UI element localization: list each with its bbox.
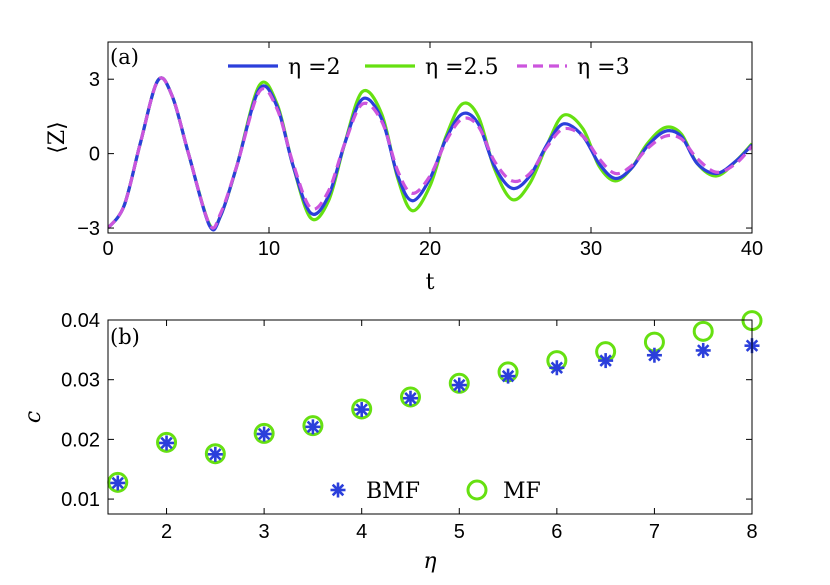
y-tick-label: 0 xyxy=(89,144,100,166)
legend-label-mf: MF xyxy=(503,479,541,504)
legend-label-2: η =2.5 xyxy=(425,55,499,80)
mf-point xyxy=(107,471,129,493)
legend-label-bmf: BMF xyxy=(366,479,420,504)
bmf-point xyxy=(159,435,175,451)
series-line-3 xyxy=(108,76,752,230)
bmf-point xyxy=(646,347,662,363)
bmf-point xyxy=(598,353,614,369)
bmf-point xyxy=(110,475,126,491)
x-tick-label: 40 xyxy=(741,238,763,260)
bmf-point xyxy=(207,446,223,462)
mf-point xyxy=(692,320,714,342)
panel-b-legend: BMF MF xyxy=(330,479,541,504)
x-tick-label: 10 xyxy=(258,238,280,260)
bmf-point xyxy=(305,419,321,435)
panel-a-label: (a) xyxy=(110,45,139,69)
y-tick-label: 0.01 xyxy=(61,489,100,511)
x-tick-label: 30 xyxy=(580,238,602,260)
panel-b-frame xyxy=(107,319,753,515)
bmf-point xyxy=(695,342,711,358)
mf-point xyxy=(253,422,275,444)
panel-a-plot-area xyxy=(108,76,752,232)
y-tick-label: 0.04 xyxy=(61,310,100,332)
y-tick-label: 0.02 xyxy=(61,429,100,451)
x-tick-label: 20 xyxy=(419,238,441,260)
panel-b: 2 3 4 5 6 7 8 0.01 0.02 0.03 0.04 (b) η c BMF MF xyxy=(21,310,763,574)
x-tick-label: 5 xyxy=(454,521,465,543)
x-tick-label: 7 xyxy=(649,521,660,543)
legend-label-1: η =2 xyxy=(288,55,341,80)
x-tick-label: 0 xyxy=(102,238,113,260)
legend-mf-marker xyxy=(466,479,488,501)
series-line-2 xyxy=(108,76,752,231)
legend-label-3: η =3 xyxy=(577,55,630,80)
panel-b-x-axis-label: η xyxy=(423,549,436,574)
y-tick-label: −3 xyxy=(77,218,100,240)
series-line-1 xyxy=(108,76,752,232)
panel-a-legend: η =2 η =2.5 η =3 xyxy=(228,55,630,80)
x-tick-label: 8 xyxy=(746,521,757,543)
mf-point xyxy=(204,443,226,465)
bmf-point xyxy=(402,390,418,406)
panel-a: 0 10 20 30 40−303 (a) t ⟨Z⟩ η =2 η =2.5 η =3 xyxy=(45,41,763,295)
mf-point xyxy=(351,398,373,420)
panel-b-y-axis-label: c xyxy=(21,411,46,423)
y-tick-label: 0.03 xyxy=(61,370,100,392)
bmf-point xyxy=(549,360,565,376)
panel-a-ticks: 0 10 20 30 40−303 xyxy=(77,42,763,260)
mf-point xyxy=(399,386,421,408)
panel-a-x-axis-label: t xyxy=(426,270,435,295)
panel-b-plot-area xyxy=(107,310,763,493)
legend-bmf-marker xyxy=(330,482,346,498)
x-tick-label: 6 xyxy=(551,521,562,543)
mf-point xyxy=(156,431,178,453)
x-tick-label: 2 xyxy=(161,521,172,543)
x-tick-label: 3 xyxy=(259,521,270,543)
bmf-point xyxy=(500,368,516,384)
bmf-point xyxy=(451,377,467,393)
panel-b-ticks: 2 3 4 5 6 7 8 0.01 0.02 0.03 0.04 xyxy=(61,310,758,543)
bmf-point xyxy=(256,426,272,442)
panel-b-label: (b) xyxy=(110,325,140,349)
x-tick-label: 4 xyxy=(356,521,367,543)
mf-point xyxy=(302,415,324,437)
y-tick-label: 3 xyxy=(89,69,100,91)
bmf-point xyxy=(354,402,370,418)
panel-a-y-axis-label: ⟨Z⟩ xyxy=(45,121,70,153)
